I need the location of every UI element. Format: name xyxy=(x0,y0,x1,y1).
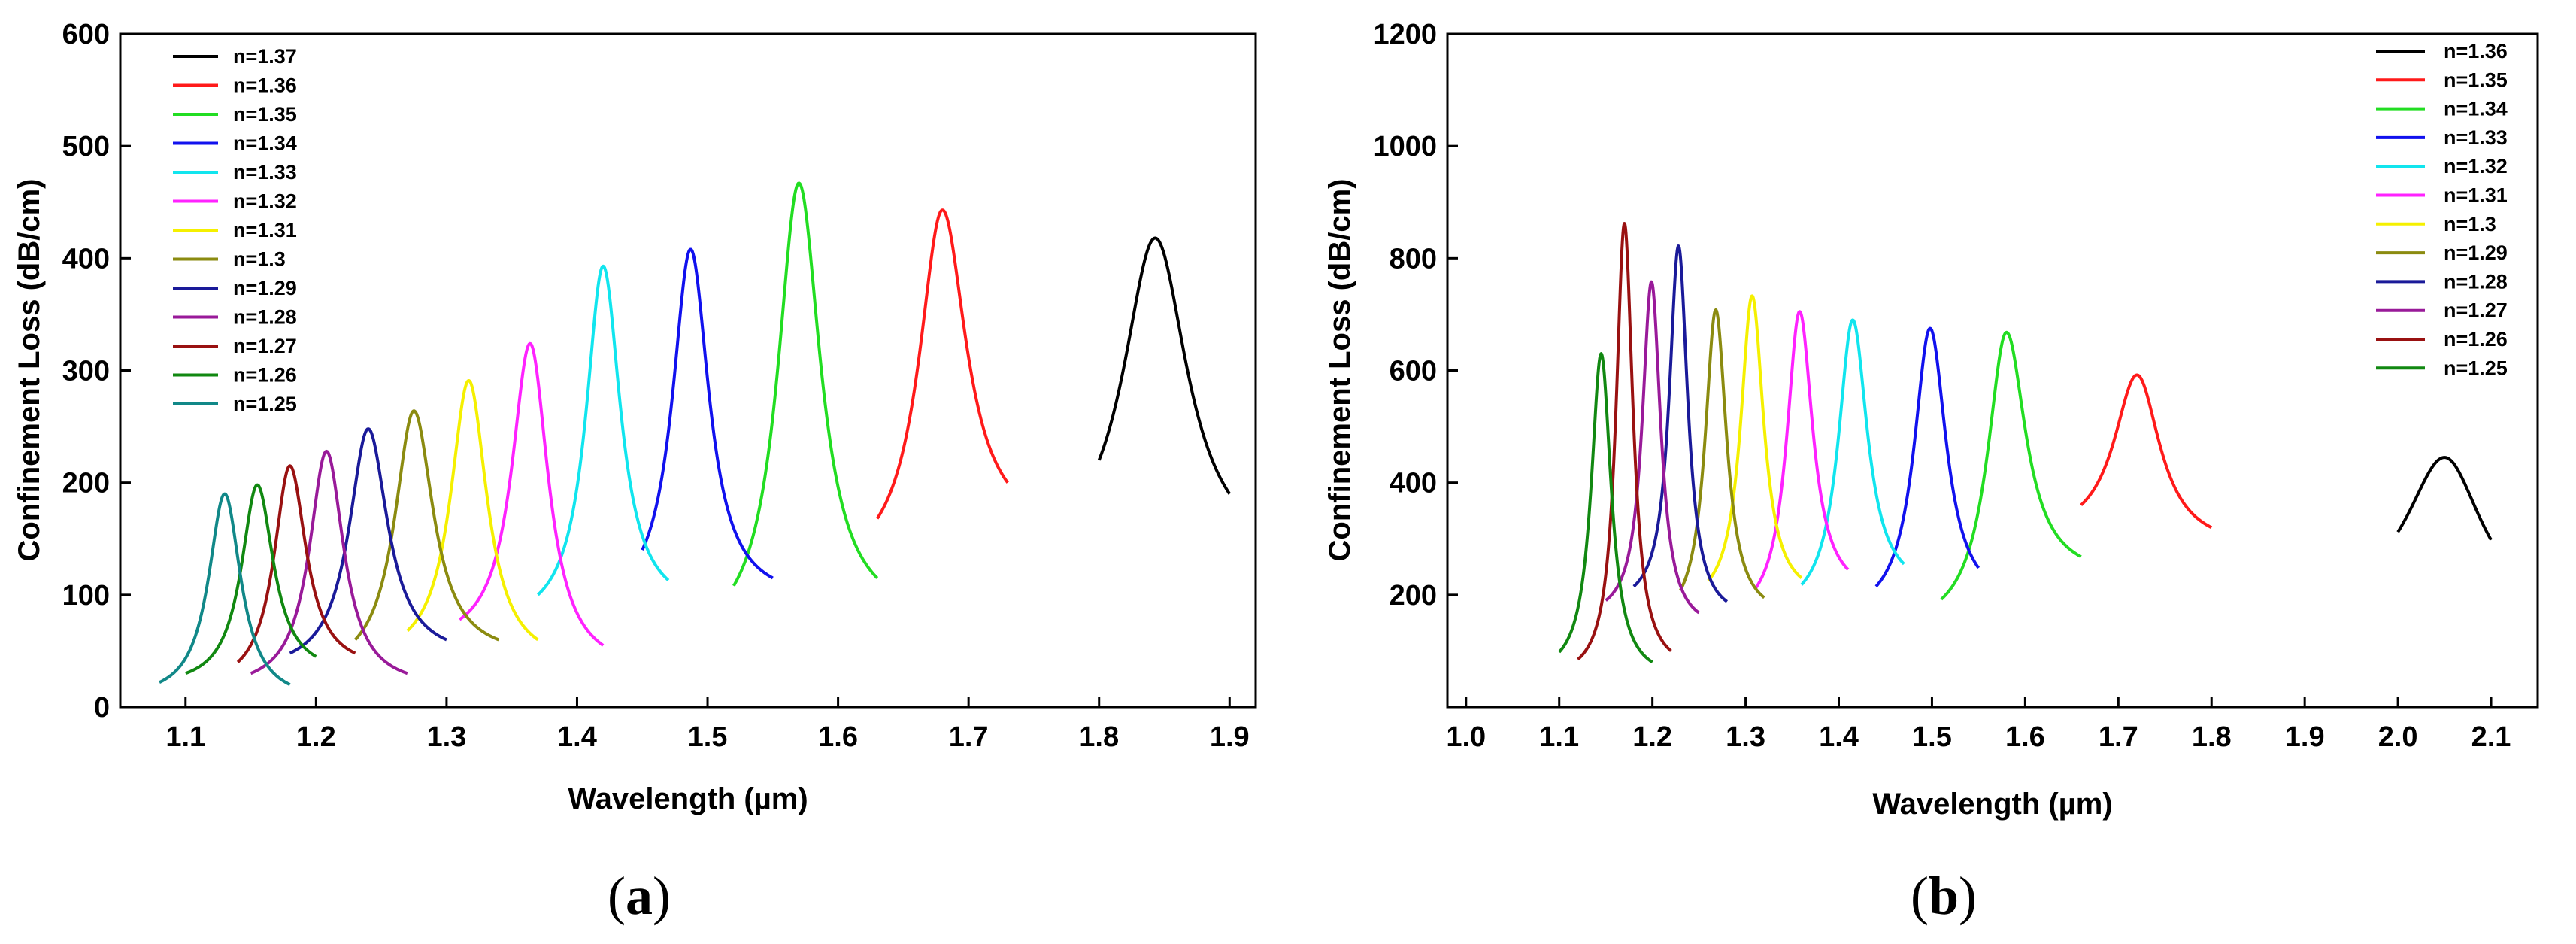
x-tick-label-b-6: 1.6 xyxy=(2005,721,2045,753)
x-tick-label-a-1: 1.2 xyxy=(296,721,336,753)
y-axis-title-b: Confinement Loss (dB/cm) xyxy=(1323,179,1356,562)
x-tick-label-a-2: 1.3 xyxy=(426,721,466,753)
y-tick-label-b-4: 1000 xyxy=(1373,131,1437,162)
series-line-b-9 xyxy=(1605,280,1700,615)
legend-label-b-8: n=1.28 xyxy=(2444,270,2508,293)
x-tick-label-a-3: 1.4 xyxy=(557,721,597,753)
y-tick-label-a-6: 600 xyxy=(62,19,110,50)
x-tick-label-a-8: 1.9 xyxy=(1210,721,1250,753)
legend-a: n=1.37 n=1.36 n=1.35 n=1.34 n=1.33 n=1.32 n=1.… xyxy=(173,45,297,415)
legend-label-a-0: n=1.37 xyxy=(233,45,297,68)
legend-b: n=1.36 n=1.35 n=1.34 n=1.33 n=1.32 n=1.31 n=1.… xyxy=(2376,40,2508,379)
y-tick-label-a-5: 500 xyxy=(62,131,110,162)
y-tick-label-b-0: 200 xyxy=(1390,580,1437,612)
legend-label-b-10: n=1.26 xyxy=(2444,328,2508,351)
panel-label-a: (a) xyxy=(608,866,671,926)
x-tick-label-a-6: 1.7 xyxy=(949,721,989,753)
ticks-group-a: 1.1 1.2 1.3 1.4 1.5 1.6 1.7 1.8 1.9 0 100 200 300 400… xyxy=(62,19,1250,753)
series-line-b-6 xyxy=(1707,294,1803,582)
legend-label-a-1: n=1.36 xyxy=(233,74,297,97)
series-group-b xyxy=(1558,222,2493,664)
x-tick-label-a-0: 1.1 xyxy=(165,721,205,753)
x-axis-title-b: Wavelength (µm) xyxy=(1872,788,2112,821)
y-tick-label-b-2: 600 xyxy=(1390,356,1437,387)
legend-label-a-10: n=1.27 xyxy=(233,335,297,357)
legend-label-a-4: n=1.33 xyxy=(233,161,297,184)
y-tick-label-a-3: 300 xyxy=(62,356,110,387)
y-axis-title-a: Confinement Loss (dB/cm) xyxy=(13,179,46,562)
y-tick-label-a-4: 400 xyxy=(62,243,110,275)
x-tick-label-b-1: 1.1 xyxy=(1539,721,1579,753)
legend-label-a-8: n=1.29 xyxy=(233,277,297,299)
legend-label-b-11: n=1.25 xyxy=(2444,357,2508,379)
series-line-a-3 xyxy=(641,247,774,580)
series-line-b-0 xyxy=(2396,456,2493,541)
series-line-b-5 xyxy=(1753,310,1850,590)
legend-label-b-5: n=1.31 xyxy=(2444,184,2508,207)
y-tick-label-a-2: 200 xyxy=(62,468,110,499)
series-line-a-0 xyxy=(1097,236,1231,495)
series-line-a-10 xyxy=(236,464,356,663)
panel-label-b: (b) xyxy=(1911,866,1977,926)
legend-label-a-3: n=1.34 xyxy=(233,132,297,155)
series-line-b-10 xyxy=(1577,222,1672,661)
legend-label-b-1: n=1.35 xyxy=(2444,68,2508,91)
series-line-a-7 xyxy=(353,409,500,642)
plot-area-b xyxy=(1446,32,2539,709)
x-tick-label-a-5: 1.6 xyxy=(818,721,858,753)
legend-label-a-5: n=1.32 xyxy=(233,190,297,213)
x-tick-label-b-4: 1.4 xyxy=(1819,721,1859,753)
x-tick-label-b-2: 1.2 xyxy=(1632,721,1672,753)
x-tick-label-b-5: 1.5 xyxy=(1912,721,1952,753)
y-tick-label-b-5: 1200 xyxy=(1373,19,1437,50)
legend-label-b-9: n=1.27 xyxy=(2444,299,2508,322)
series-line-a-1 xyxy=(875,208,1009,520)
legend-label-b-6: n=1.3 xyxy=(2444,213,2496,235)
panel-b-chart: 1.0 1.1 1.2 1.3 1.4 1.5 1.6 1.7 1.8 1.9 2.0 2.1 200 4… xyxy=(1323,19,2539,926)
x-tick-label-b-3: 1.3 xyxy=(1726,721,1765,753)
legend-label-b-3: n=1.33 xyxy=(2444,126,2508,149)
y-tick-label-a-1: 100 xyxy=(62,580,110,612)
y-tick-label-a-0: 0 xyxy=(94,692,110,724)
series-line-b-4 xyxy=(1800,318,1905,586)
series-line-a-9 xyxy=(250,449,408,675)
series-line-b-7 xyxy=(1679,308,1765,599)
legend-label-a-9: n=1.28 xyxy=(233,306,297,329)
legend-label-b-4: n=1.32 xyxy=(2444,155,2508,178)
y-tick-label-b-3: 800 xyxy=(1390,243,1437,275)
series-line-b-8 xyxy=(1632,244,1729,603)
x-tick-label-b-11: 2.1 xyxy=(2471,721,2511,753)
x-tick-label-a-7: 1.8 xyxy=(1079,721,1119,753)
x-axis-title-a: Wavelength (µm) xyxy=(568,782,808,815)
series-line-b-3 xyxy=(1874,326,1980,587)
series-line-a-6 xyxy=(406,378,539,642)
x-tick-label-b-7: 1.7 xyxy=(2099,721,2138,753)
x-tick-label-b-9: 1.9 xyxy=(2285,721,2325,753)
series-line-b-1 xyxy=(2080,373,2213,530)
series-group-a xyxy=(159,181,1231,686)
panel-a-chart: 1.1 1.2 1.3 1.4 1.5 1.6 1.7 1.8 1.9 0 100 200 300 400… xyxy=(13,19,1257,926)
legend-label-b-7: n=1.29 xyxy=(2444,241,2508,264)
series-line-a-8 xyxy=(289,427,447,655)
series-line-b-2 xyxy=(1940,330,2082,601)
ticks-group-b: 1.0 1.1 1.2 1.3 1.4 1.5 1.6 1.7 1.8 1.9 2.0 2.1 200 4… xyxy=(1373,19,2511,753)
series-line-a-11 xyxy=(184,483,317,675)
x-tick-label-a-4: 1.5 xyxy=(688,721,728,753)
legend-label-a-11: n=1.26 xyxy=(233,364,297,387)
series-line-a-2 xyxy=(732,181,879,587)
legend-label-b-2: n=1.34 xyxy=(2444,98,2508,120)
x-tick-label-b-8: 1.8 xyxy=(2192,721,2232,753)
series-line-b-11 xyxy=(1558,352,1653,664)
x-tick-label-b-10: 2.0 xyxy=(2378,721,2418,753)
x-tick-label-b-0: 1.0 xyxy=(1446,721,1486,753)
series-line-a-12 xyxy=(159,492,291,686)
y-tick-label-b-1: 400 xyxy=(1390,468,1437,499)
legend-label-a-6: n=1.31 xyxy=(233,219,297,241)
legend-label-b-0: n=1.36 xyxy=(2444,40,2508,62)
series-line-a-5 xyxy=(459,341,605,647)
legend-label-a-7: n=1.3 xyxy=(233,248,286,271)
legend-label-a-12: n=1.25 xyxy=(233,393,297,415)
legend-label-a-2: n=1.35 xyxy=(233,103,297,126)
